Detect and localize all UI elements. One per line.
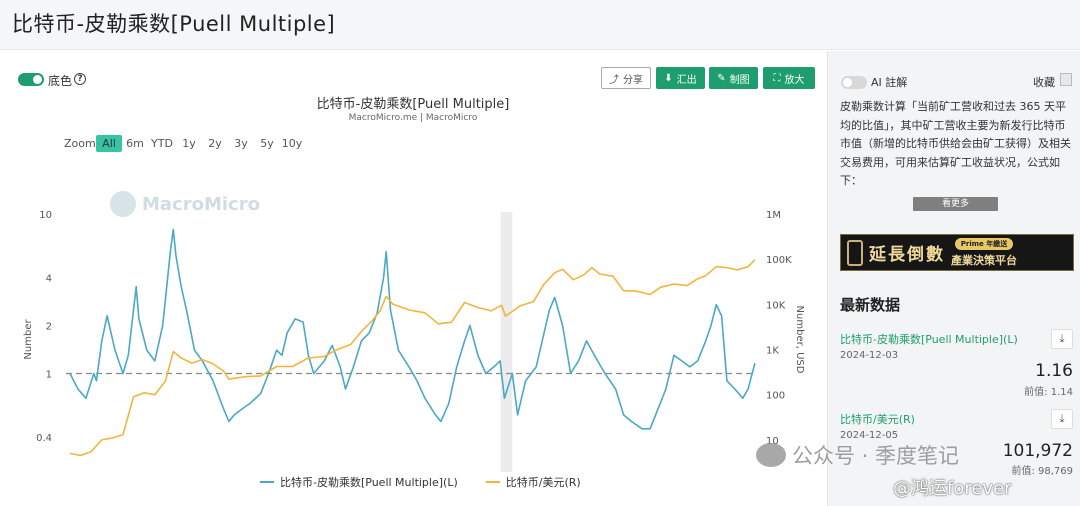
- share-icon: ⤴: [609, 74, 619, 86]
- data-item-previous: 前值: 1.14: [1024, 387, 1073, 398]
- wechat-watermark: 公众号 · 季度笔记: [756, 440, 959, 470]
- draw-button[interactable]: ✎ 制图: [709, 67, 758, 89]
- zoom-option-ytd[interactable]: YTD: [151, 137, 173, 150]
- puell-multiple-line[interactable]: [69, 228, 756, 430]
- zoom-label: Zoom: [64, 137, 96, 150]
- banner-subtitle: 產業決策平台: [951, 253, 1017, 267]
- page-title: 比特币-皮勒乘数[Puell Multiple]: [12, 12, 336, 36]
- download-icon[interactable]: ⤓: [1051, 409, 1073, 429]
- data-item-name[interactable]: 比特币/美元(R): [840, 413, 915, 426]
- left-tick-label: 10: [39, 210, 52, 221]
- banner-badge: Prime 年繳送: [954, 237, 1014, 250]
- data-item-name[interactable]: 比特币-皮勒乘数[Puell Multiple](L): [840, 333, 1018, 346]
- download-icon[interactable]: ⤓: [1051, 329, 1073, 349]
- chart-description: 皮勒乘数计算「当前矿工营收和过去 365 天平均的比值」，其中矿工营收主要为新发…: [840, 100, 1071, 187]
- data-item-previous: 前值: 98,769: [1011, 466, 1073, 477]
- data-item-date: 2024-12-03: [840, 350, 899, 361]
- see-more-button[interactable]: 看更多: [913, 197, 998, 211]
- left-tick-label: 0.4: [36, 433, 52, 444]
- expand-icon: ⛶: [773, 72, 781, 84]
- share-button[interactable]: ⤴ 分享: [601, 67, 651, 89]
- legend-item-btc-usd[interactable]: 比特币/美元(R): [485, 474, 581, 490]
- pencil-icon: ✎: [717, 72, 726, 84]
- left-tick-label: 1: [46, 370, 52, 381]
- chart-panel: 底色 ? ⤴ 分享 ⬇ 汇出 ✎ 制图 ⛶ 放大 比特币-皮勒乘数[Puell Mult…: [0, 51, 826, 506]
- left-axis-label: Number: [23, 319, 34, 360]
- zoom-option-5y[interactable]: 5y: [260, 137, 274, 150]
- zoom-option-2y[interactable]: 2y: [208, 137, 222, 150]
- right-tick-label: 10: [766, 436, 779, 447]
- zoom-option-1y[interactable]: 1y: [182, 137, 196, 150]
- help-icon[interactable]: ?: [74, 73, 86, 85]
- wechat-icon: [756, 443, 786, 467]
- zoom-option-6m[interactable]: 6m: [126, 137, 144, 150]
- enlarge-button[interactable]: ⛶ 放大: [763, 67, 815, 89]
- latest-data-title: 最新数据: [840, 296, 901, 314]
- chart-legend: 比特币-皮勒乘数[Puell Multiple](L) 比特币/美元(R): [260, 474, 581, 490]
- favorite-label[interactable]: 收藏: [1033, 76, 1055, 89]
- info-sidebar: AI 註解 收藏 皮勒乘数计算「当前矿工营收和过去 365 天平均的比值」，其中…: [827, 51, 1080, 506]
- ai-annotation-label: AI 註解: [871, 76, 908, 89]
- zoom-option-all[interactable]: All: [96, 135, 122, 152]
- hourglass-icon: [847, 239, 863, 266]
- promo-banner[interactable]: 延長倒數 Prime 年繳送 產業決策平台: [840, 234, 1074, 271]
- top-bar: 比特币-皮勒乘数[Puell Multiple]: [0, 0, 1080, 50]
- chart-watermark: MacroMicro: [110, 191, 260, 217]
- right-tick-label: 100K: [766, 255, 792, 266]
- ai-annotation-toggle[interactable]: [841, 76, 867, 89]
- chart-title: 比特币-皮勒乘数[Puell Multiple]: [316, 97, 510, 112]
- shaded-period: [500, 212, 513, 472]
- background-toggle[interactable]: [18, 73, 44, 86]
- data-item-date: 2024-12-05: [840, 430, 899, 441]
- weibo-watermark: @鸿运forever: [893, 478, 1012, 499]
- left-tick-label: 2: [46, 321, 52, 332]
- chart-source: MacroMicro.me | MacroMicro: [348, 113, 478, 123]
- btc-usd-line[interactable]: [69, 259, 756, 457]
- macromicro-logo-icon: [110, 191, 136, 217]
- background-label: 底色: [48, 74, 73, 88]
- bookmark-icon[interactable]: [1060, 73, 1072, 86]
- left-tick-label: 4: [46, 273, 52, 284]
- banner-headline: 延長倒數: [869, 245, 945, 265]
- zoom-option-10y[interactable]: 10y: [281, 137, 303, 150]
- data-item-value: 1.16: [1035, 361, 1073, 381]
- export-button[interactable]: ⬇ 汇出: [656, 67, 705, 89]
- right-tick-label: 1M: [766, 210, 781, 221]
- legend-item-puell[interactable]: 比特币-皮勒乘数[Puell Multiple](L): [260, 474, 458, 490]
- right-tick-label: 1K: [766, 346, 779, 357]
- latest-data-item: 比特币-皮勒乘数[Puell Multiple](L) 2024-12-03 ⤓…: [840, 329, 1073, 398]
- latest-data-item: 比特币/美元(R) 2024-12-05 ⤓ 101,972 前值: 98,76…: [840, 409, 1073, 477]
- puell-multiple-chart[interactable]: 2012201420162018202020222024104210.40.21…: [0, 152, 826, 472]
- right-tick-label: 100: [766, 391, 785, 402]
- zoom-option-3y[interactable]: 3y: [234, 137, 248, 150]
- right-axis-label: Number, USD: [794, 306, 805, 374]
- data-item-value: 101,972: [1002, 441, 1073, 461]
- download-icon: ⬇: [664, 72, 673, 84]
- right-tick-label: 10K: [766, 300, 786, 311]
